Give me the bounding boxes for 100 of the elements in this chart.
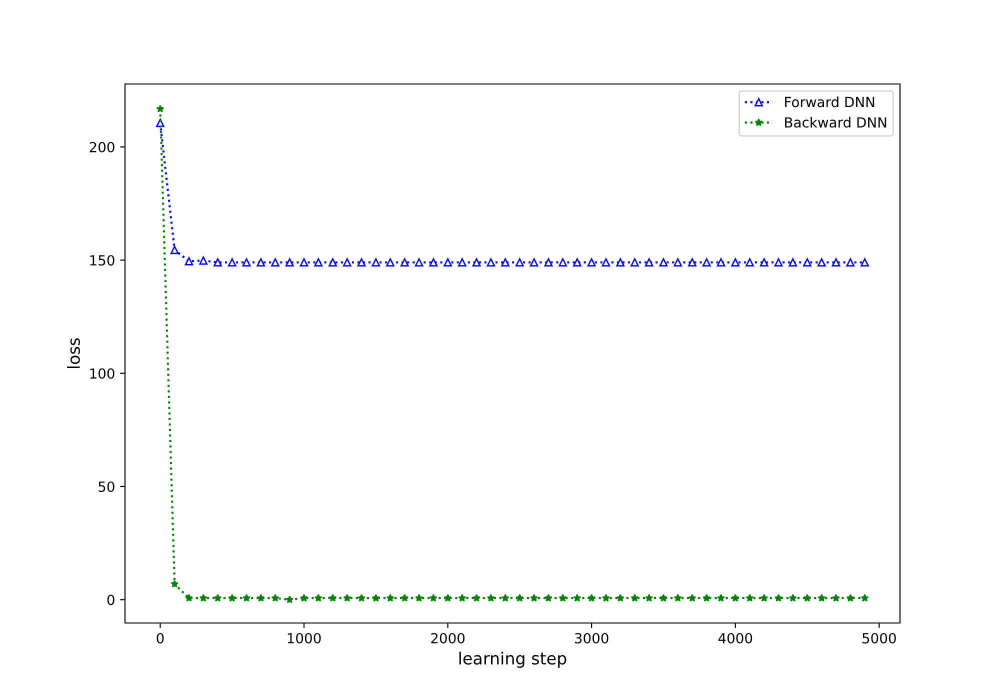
point <box>199 594 208 602</box>
point <box>300 258 308 267</box>
point <box>170 580 179 588</box>
point <box>372 594 380 602</box>
point <box>343 594 352 602</box>
y-tick-label: 200 <box>90 142 114 152</box>
x-tick-label: 1000 <box>288 632 321 644</box>
point <box>199 256 208 265</box>
point <box>386 594 394 602</box>
point <box>184 257 194 266</box>
point <box>342 258 352 267</box>
point <box>214 594 222 602</box>
point <box>530 594 538 602</box>
point <box>486 258 496 267</box>
y-tick-label: 150 <box>90 255 114 266</box>
y-axis-title: loss <box>67 338 80 368</box>
point <box>832 258 840 267</box>
point <box>544 258 553 267</box>
x-tick-label: 2000 <box>431 632 465 644</box>
point <box>558 258 567 267</box>
point <box>616 258 625 267</box>
point <box>716 594 725 602</box>
point <box>358 594 366 602</box>
point <box>746 594 754 602</box>
point <box>832 594 840 602</box>
point <box>818 594 826 602</box>
point <box>516 258 524 267</box>
point <box>860 594 869 602</box>
point <box>285 258 294 267</box>
point <box>486 594 495 602</box>
point <box>602 258 610 267</box>
point <box>616 594 624 602</box>
point <box>774 258 783 267</box>
point <box>386 258 394 267</box>
point <box>314 258 323 267</box>
point <box>644 258 654 267</box>
point <box>530 258 538 267</box>
legend-label: Backward DNN <box>785 116 886 128</box>
point <box>357 258 366 267</box>
point <box>702 594 711 602</box>
point <box>501 594 510 602</box>
x-tick-label: 0 <box>156 632 164 644</box>
point <box>674 258 682 267</box>
point <box>472 594 481 602</box>
y-tick-label: 100 <box>90 368 114 379</box>
point <box>630 594 639 602</box>
point <box>544 594 552 602</box>
point <box>516 594 524 602</box>
point <box>788 594 797 602</box>
point <box>458 594 466 602</box>
point <box>716 258 726 267</box>
x-tick-label: 3000 <box>574 632 608 644</box>
point <box>414 258 424 267</box>
point <box>415 594 424 602</box>
x-tick-label: 5000 <box>862 632 896 644</box>
y-tick-label: 0 <box>107 594 114 606</box>
point <box>444 258 452 267</box>
point <box>860 258 869 267</box>
point <box>688 258 696 267</box>
point <box>170 246 179 254</box>
point <box>688 594 696 602</box>
point <box>587 258 596 267</box>
y-tick-label: 50 <box>98 481 114 492</box>
point <box>645 594 654 602</box>
legend-label: Forward DNN <box>785 96 874 108</box>
point <box>602 594 610 602</box>
point <box>472 258 481 267</box>
point <box>271 594 280 602</box>
point <box>429 594 438 602</box>
point <box>630 258 639 267</box>
point <box>817 258 826 267</box>
point <box>731 258 740 267</box>
point <box>156 104 164 112</box>
point <box>731 594 740 602</box>
point <box>256 258 266 267</box>
point <box>228 258 236 267</box>
point <box>774 594 782 602</box>
point <box>573 594 582 602</box>
point <box>746 258 754 267</box>
point <box>588 594 596 602</box>
point <box>803 258 812 267</box>
point <box>429 258 438 267</box>
point <box>300 594 308 602</box>
point <box>271 258 280 267</box>
point <box>458 258 466 267</box>
x-axis-title: learning step <box>459 652 566 668</box>
point <box>242 594 250 602</box>
point <box>400 594 409 602</box>
point <box>760 258 768 267</box>
point <box>400 258 409 267</box>
point <box>558 594 567 602</box>
point <box>256 594 265 602</box>
x-tick-label: 4000 <box>718 632 752 644</box>
point <box>659 594 668 602</box>
point <box>214 258 222 267</box>
point <box>846 258 855 267</box>
point <box>760 594 768 602</box>
point <box>286 596 294 604</box>
point <box>501 258 510 267</box>
point <box>803 594 812 602</box>
